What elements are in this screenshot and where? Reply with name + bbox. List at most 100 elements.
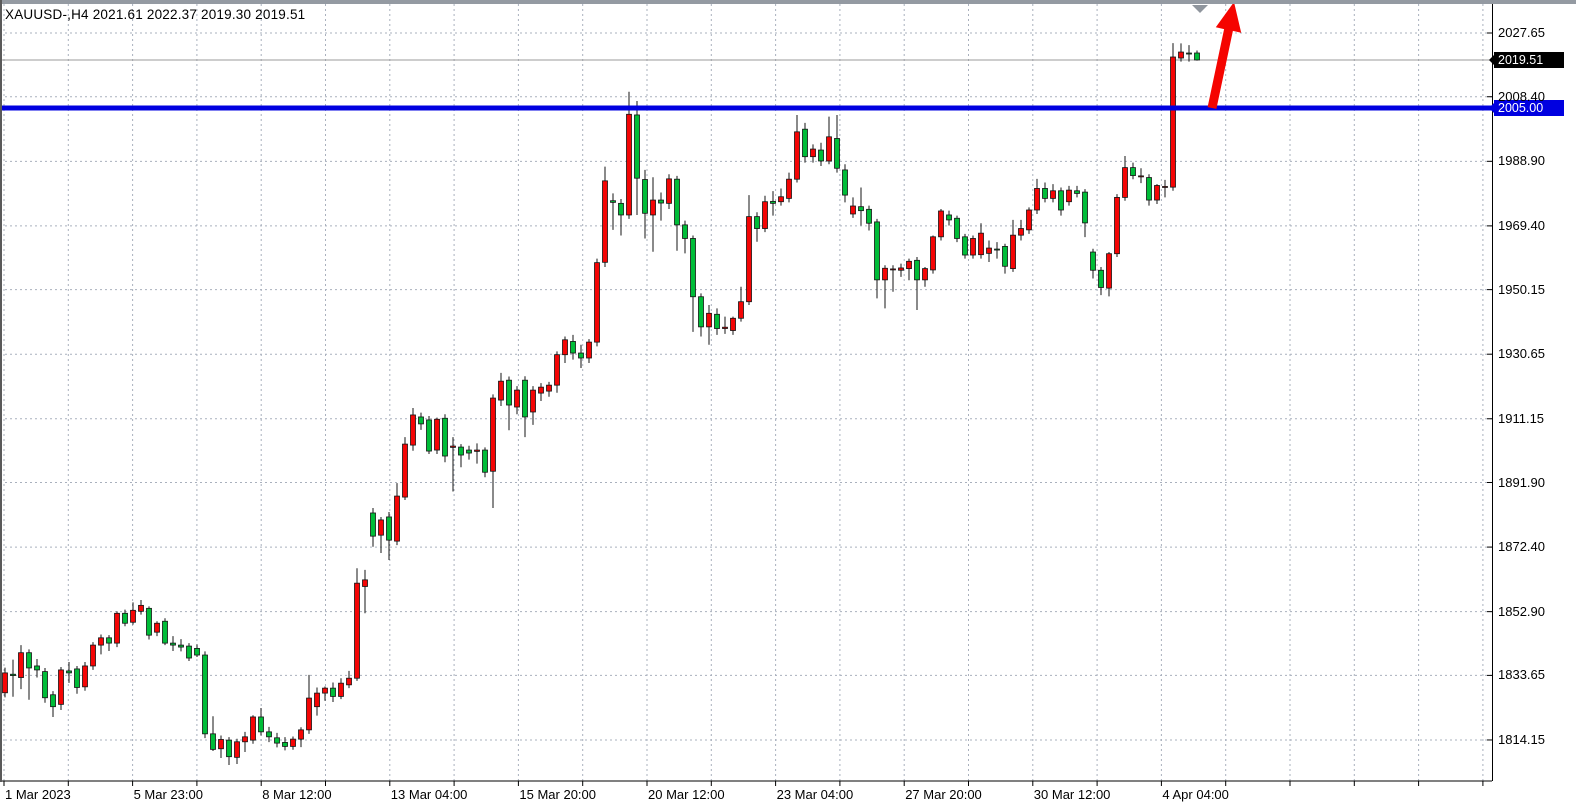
candle-bear <box>578 352 584 359</box>
candle-bear <box>1186 52 1192 55</box>
candle-bear <box>122 612 128 624</box>
up-arrow-annotation[interactable] <box>1207 2 1242 109</box>
candle-bear <box>610 200 616 203</box>
candle-bull <box>154 622 160 633</box>
candle-bear <box>74 668 80 688</box>
candle-bear <box>274 737 280 744</box>
candle-bear <box>258 716 264 733</box>
candle-bull <box>1138 175 1144 178</box>
candle-bull <box>322 687 328 694</box>
bid-price-badge: 2019.51 <box>1489 51 1564 68</box>
candle-bull <box>882 267 888 281</box>
candle-bear <box>914 259 920 281</box>
time-axis-label: 23 Mar 04:00 <box>776 787 854 802</box>
candle-bull <box>746 216 752 303</box>
candle-bull <box>538 386 544 394</box>
candle-bull <box>562 339 568 356</box>
candle-bear <box>186 645 192 659</box>
time-axis-label: 4 Apr 04:00 <box>1162 787 1229 802</box>
candle-bear <box>418 416 424 425</box>
candle-bull <box>738 301 744 319</box>
candle-bear <box>10 673 16 676</box>
shift-marker-triangle-icon <box>1192 5 1208 13</box>
candle-bull <box>626 113 632 216</box>
candle-bull <box>298 729 304 740</box>
candle-bull <box>786 178 792 199</box>
candle-bear <box>642 179 648 214</box>
candle-bull <box>1178 51 1184 59</box>
candle-bear <box>962 236 968 256</box>
candle-bear <box>266 731 272 738</box>
candle-bull <box>434 418 440 451</box>
candle-bear <box>178 644 184 648</box>
candle-bull <box>1010 234 1016 269</box>
candle-bear <box>226 739 232 758</box>
horizontal-line-price-badge: 2005.00 <box>1489 100 1564 116</box>
candle-bear <box>482 449 488 473</box>
price-axis-label: 1872.40 <box>1498 539 1545 555</box>
candle-bear <box>106 637 112 644</box>
candle-bear <box>658 199 664 204</box>
candle-bull <box>2 672 8 694</box>
candle-bull <box>234 741 240 758</box>
candle-bull <box>242 736 248 743</box>
candle-bull <box>514 389 520 408</box>
candle-bear <box>194 648 200 656</box>
chart-left-border <box>0 0 2 782</box>
candle-bull <box>586 341 592 359</box>
candle-bear <box>618 202 624 216</box>
window-top-border <box>0 0 1576 4</box>
candle-bear <box>26 652 32 669</box>
candle-bear <box>210 733 216 750</box>
candle-bear <box>1002 246 1008 267</box>
time-axis-label: 27 Mar 20:00 <box>905 787 982 802</box>
candle-bull <box>82 665 88 688</box>
candle-bear <box>954 217 960 239</box>
candle-bull <box>706 312 712 328</box>
candle-bull <box>978 232 984 256</box>
time-axis-label: 15 Mar 20:00 <box>519 787 596 802</box>
candle-bull <box>1106 253 1112 289</box>
price-axis-label: 1969.40 <box>1498 217 1545 233</box>
candle-bear <box>282 742 288 747</box>
candle-bull <box>378 519 384 536</box>
candle-bull <box>1026 209 1032 231</box>
candle-bear <box>1146 177 1152 201</box>
candle-bull <box>938 210 944 238</box>
candle-bull <box>402 443 408 498</box>
candle-bull <box>474 449 480 452</box>
horizontal-price-line[interactable] <box>0 105 1492 111</box>
candle-bear <box>370 512 376 537</box>
candle-bear <box>714 313 720 329</box>
candle-bull <box>1170 56 1176 188</box>
candle-bear <box>330 687 336 697</box>
candle-bull <box>602 180 608 263</box>
candle-bull <box>898 267 904 271</box>
candle-bull <box>762 201 768 229</box>
candle-bear <box>994 248 1000 251</box>
candle-bull <box>722 326 728 329</box>
candle-bear <box>858 206 864 212</box>
time-axis-label: 13 Mar 04:00 <box>390 787 468 802</box>
candle-bear <box>1042 188 1048 199</box>
candle-bear <box>202 654 208 735</box>
candle-bull <box>922 268 928 281</box>
candle-bull <box>114 612 120 644</box>
candle-bear <box>770 200 776 204</box>
candle-bull <box>354 582 360 679</box>
candle-bull <box>306 697 312 731</box>
candle-bull <box>18 652 24 678</box>
candle-bear <box>1098 269 1104 288</box>
candle-bull <box>1066 189 1072 203</box>
candle-bear <box>146 607 152 636</box>
candle-bear <box>634 114 640 179</box>
candle-bear <box>442 417 448 457</box>
candle-bull <box>594 262 600 343</box>
candle-bear <box>1074 190 1080 194</box>
candle-bull <box>346 677 352 686</box>
candle-bear <box>50 694 56 708</box>
time-axis-label: 30 Mar 12:00 <box>1033 787 1111 802</box>
candle-bear <box>1090 251 1096 271</box>
